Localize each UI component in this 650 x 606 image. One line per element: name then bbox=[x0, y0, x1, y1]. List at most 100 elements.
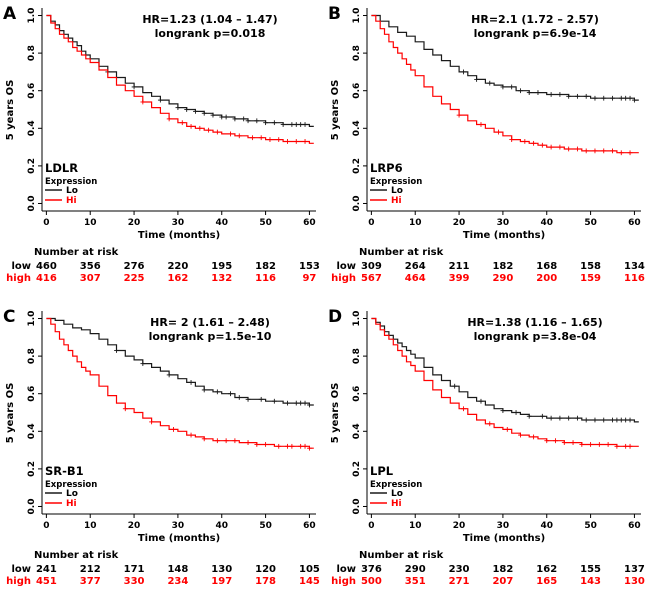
x-tick-label: 0 bbox=[43, 521, 49, 531]
x-tick-label: 20 bbox=[453, 218, 466, 228]
y-tick-label: 0.6 bbox=[352, 83, 362, 99]
risk-high-value: 145 bbox=[299, 576, 320, 587]
risk-low-value: 182 bbox=[492, 564, 513, 575]
hr-annotation: HR=2.1 (1.72 – 2.57) bbox=[471, 13, 599, 26]
risk-low-value: 120 bbox=[255, 564, 276, 575]
x-tick-label: 50 bbox=[259, 218, 272, 228]
x-tick-label: 10 bbox=[409, 521, 422, 531]
y-tick-label: 0.2 bbox=[27, 158, 37, 174]
risk-row-low-label: low bbox=[11, 261, 31, 272]
y-tick-label: 0.4 bbox=[352, 423, 362, 439]
x-axis-title: Time (months) bbox=[463, 230, 545, 241]
x-tick-label: 40 bbox=[215, 521, 228, 531]
legend-hi-label: Hi bbox=[66, 499, 77, 509]
risk-high-value: 271 bbox=[449, 576, 470, 587]
y-tick-label: 0.8 bbox=[352, 348, 362, 364]
risk-low-value: 264 bbox=[405, 261, 426, 272]
logrank-annotation: longrank p=6.9e-14 bbox=[474, 27, 597, 40]
x-tick-label: 60 bbox=[628, 521, 641, 531]
risk-high-value: 116 bbox=[255, 273, 276, 284]
risk-low-value: 290 bbox=[405, 564, 426, 575]
y-axis-title: 5 years OS bbox=[5, 80, 16, 141]
y-tick-label: 0.0 bbox=[352, 499, 362, 515]
hr-annotation: HR=1.23 (1.04 – 1.47) bbox=[142, 13, 277, 26]
risk-high-value: 567 bbox=[361, 273, 382, 284]
hr-annotation: HR=1.38 (1.16 – 1.65) bbox=[467, 316, 602, 329]
risk-low-value: 212 bbox=[80, 564, 101, 575]
x-tick-label: 30 bbox=[497, 218, 510, 228]
risk-low-value: 195 bbox=[211, 261, 232, 272]
y-tick-label: 1.0 bbox=[352, 8, 362, 24]
x-tick-label: 60 bbox=[628, 218, 641, 228]
expression-label: Expression bbox=[370, 480, 422, 490]
x-axis-title: Time (months) bbox=[463, 533, 545, 544]
risk-low-value: 134 bbox=[624, 261, 645, 272]
number-at-risk-header: Number at risk bbox=[34, 550, 119, 561]
x-tick-label: 60 bbox=[303, 218, 316, 228]
risk-high-value: 97 bbox=[302, 273, 316, 284]
km-plot-ldlr: A 0 10 20 30 40 50 60 0.0 0.2 0.4 0.6 0.8 1.0 Time (mo… bbox=[3, 4, 320, 284]
x-tick-label: 20 bbox=[453, 521, 466, 531]
risk-high-value: 416 bbox=[36, 273, 57, 284]
logrank-annotation: longrank p=1.5e-10 bbox=[149, 330, 272, 343]
risk-high-value: 399 bbox=[449, 273, 470, 284]
risk-low-value: 276 bbox=[124, 261, 145, 272]
x-tick-label: 0 bbox=[368, 521, 374, 531]
expression-label: Expression bbox=[45, 177, 97, 187]
risk-high-value: 159 bbox=[580, 273, 601, 284]
risk-row-high-label: high bbox=[331, 273, 356, 284]
x-tick-label: 30 bbox=[172, 218, 185, 228]
y-tick-label: 0.4 bbox=[27, 120, 37, 136]
risk-low-value: 153 bbox=[299, 261, 320, 272]
km-plot-lrp6: B 0 10 20 30 40 50 60 0.0 0.2 0.4 0.6 0.8 1.0 Time (mo… bbox=[328, 4, 645, 284]
risk-high-value: 351 bbox=[405, 576, 426, 587]
risk-high-value: 207 bbox=[492, 576, 513, 587]
risk-low-value: 105 bbox=[299, 564, 320, 575]
x-tick-label: 30 bbox=[497, 521, 510, 531]
legend-hi-label: Hi bbox=[391, 196, 402, 206]
y-tick-label: 1.0 bbox=[27, 311, 37, 327]
risk-row-high-label: high bbox=[6, 576, 31, 587]
hr-annotation: HR= 2 (1.61 – 2.48) bbox=[150, 316, 270, 329]
risk-high-value: 143 bbox=[580, 576, 601, 587]
risk-row-high-label: high bbox=[6, 273, 31, 284]
gene-name: LRP6 bbox=[370, 161, 403, 175]
risk-low-value: 230 bbox=[449, 564, 470, 575]
panel-letter: D bbox=[328, 307, 342, 327]
risk-low-value: 309 bbox=[361, 261, 382, 272]
y-tick-label: 0.8 bbox=[27, 348, 37, 364]
risk-low-value: 211 bbox=[449, 261, 470, 272]
risk-high-value: 200 bbox=[536, 273, 557, 284]
risk-low-value: 168 bbox=[536, 261, 557, 272]
risk-low-value: 171 bbox=[124, 564, 145, 575]
risk-high-value: 197 bbox=[211, 576, 232, 587]
risk-low-value: 356 bbox=[80, 261, 101, 272]
x-tick-label: 50 bbox=[584, 521, 597, 531]
risk-high-value: 330 bbox=[124, 576, 145, 587]
legend-hi-label: Hi bbox=[391, 499, 402, 509]
risk-high-value: 178 bbox=[255, 576, 276, 587]
panel-letter: B bbox=[328, 4, 341, 24]
y-tick-label: 0.4 bbox=[352, 120, 362, 136]
risk-row-low-label: low bbox=[11, 564, 31, 575]
risk-low-value: 130 bbox=[211, 564, 232, 575]
x-tick-label: 10 bbox=[84, 218, 97, 228]
risk-low-value: 162 bbox=[536, 564, 557, 575]
panel-c: C 0 10 20 30 40 50 60 0.0 0.2 0.4 0.6 0.8 1.0 Time (mo… bbox=[0, 303, 325, 606]
y-axis-title: 5 years OS bbox=[330, 383, 341, 444]
expression-label: Expression bbox=[370, 177, 422, 187]
panel-letter: A bbox=[3, 4, 17, 24]
risk-row-low-label: low bbox=[336, 564, 356, 575]
risk-high-value: 234 bbox=[167, 576, 188, 587]
x-tick-label: 20 bbox=[128, 218, 141, 228]
panel-letter: C bbox=[3, 307, 15, 327]
km-curve-hi bbox=[371, 317, 639, 447]
y-tick-label: 0.0 bbox=[27, 499, 37, 515]
risk-low-value: 241 bbox=[36, 564, 57, 575]
risk-low-value: 460 bbox=[36, 261, 57, 272]
y-tick-label: 0.6 bbox=[27, 386, 37, 402]
km-plot-srb1: C 0 10 20 30 40 50 60 0.0 0.2 0.4 0.6 0.8 1.0 Time (mo… bbox=[3, 307, 320, 587]
x-tick-label: 60 bbox=[303, 521, 316, 531]
y-tick-label: 0.2 bbox=[352, 461, 362, 477]
y-tick-label: 0.8 bbox=[352, 45, 362, 61]
